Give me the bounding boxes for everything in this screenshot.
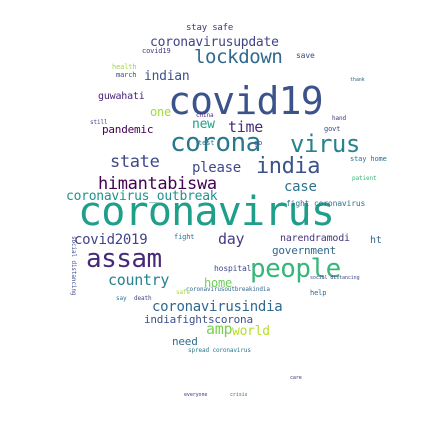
cloud-word: world (232, 324, 270, 339)
cloud-word: country (108, 271, 170, 289)
cloud-word: indian (144, 69, 190, 84)
cloud-word: spread coronavirus (188, 347, 251, 354)
cloud-word: say (116, 295, 127, 302)
cloud-word: go (254, 139, 263, 147)
cloud-word: safe (176, 289, 190, 296)
cloud-word: please (192, 160, 241, 176)
cloud-word: social distancing (310, 275, 360, 281)
cloud-word: time (228, 118, 263, 136)
cloud-word: assam (86, 244, 162, 274)
cloud-word: narendramodi (280, 233, 350, 244)
cloud-word: china (196, 112, 214, 119)
cloud-word: covid19 (168, 79, 324, 123)
cloud-word: march (116, 71, 137, 79)
cloud-word: people (250, 254, 341, 284)
cloud-word: thank (350, 77, 365, 83)
cloud-word: one (150, 105, 171, 119)
cloud-word: care (290, 375, 302, 381)
cloud-word: crisis (230, 392, 248, 398)
cloud-word: guwahati (98, 91, 145, 102)
cloud-word: india (256, 154, 321, 179)
cloud-word: virus (290, 130, 360, 158)
cloud-word: new (192, 117, 215, 132)
cloud-word: coronavirusindia (152, 299, 283, 315)
cloud-word: government (272, 244, 337, 257)
cloud-word: indiafightscorona (144, 313, 253, 326)
cloud-word: still (90, 119, 108, 126)
cloud-word: stay home (350, 155, 387, 163)
cloud-word: govt (324, 125, 341, 133)
cloud-word: everyone (184, 392, 208, 398)
cloud-word: coronavirus_outbreak (66, 189, 218, 204)
cloud-word: covid2019 (74, 232, 148, 248)
cloud-word: test (198, 139, 215, 147)
cloud-word: himantabiswa (98, 174, 217, 194)
cloud-word-vertical: social distancing (70, 236, 77, 296)
cloud-word: lockdown (194, 46, 283, 68)
cloud-word: corona (170, 128, 261, 158)
cloud-word: hospital (214, 264, 252, 273)
cloud-word: covid19 (142, 47, 171, 55)
cloud-word: health (112, 63, 137, 71)
cloud-word: save (296, 51, 315, 60)
cloud-word: day (218, 230, 245, 248)
cloud-word: fight (174, 233, 195, 241)
cloud-word: hand (332, 115, 346, 122)
cloud-word: coronavirusupdate (150, 35, 279, 50)
cloud-word: case (284, 179, 317, 195)
cloud-word: need (172, 335, 198, 348)
cloud-word: state (110, 152, 160, 172)
cloud-word: help (310, 289, 327, 297)
cloud-word: stay safe (186, 23, 234, 33)
cloud-word: patient (352, 175, 377, 182)
cloud-word: fight coronavirus (286, 199, 366, 208)
cloud-word: ht (370, 235, 382, 246)
cloud-word: home (204, 276, 232, 290)
cloud-word: death (134, 295, 152, 302)
cloud-word: pandemic (102, 123, 154, 136)
cloud-word: coronavirus (78, 189, 335, 235)
cloud-word: coronavirusoutbreakindia (186, 286, 270, 293)
cloud-word: amp (206, 320, 233, 338)
